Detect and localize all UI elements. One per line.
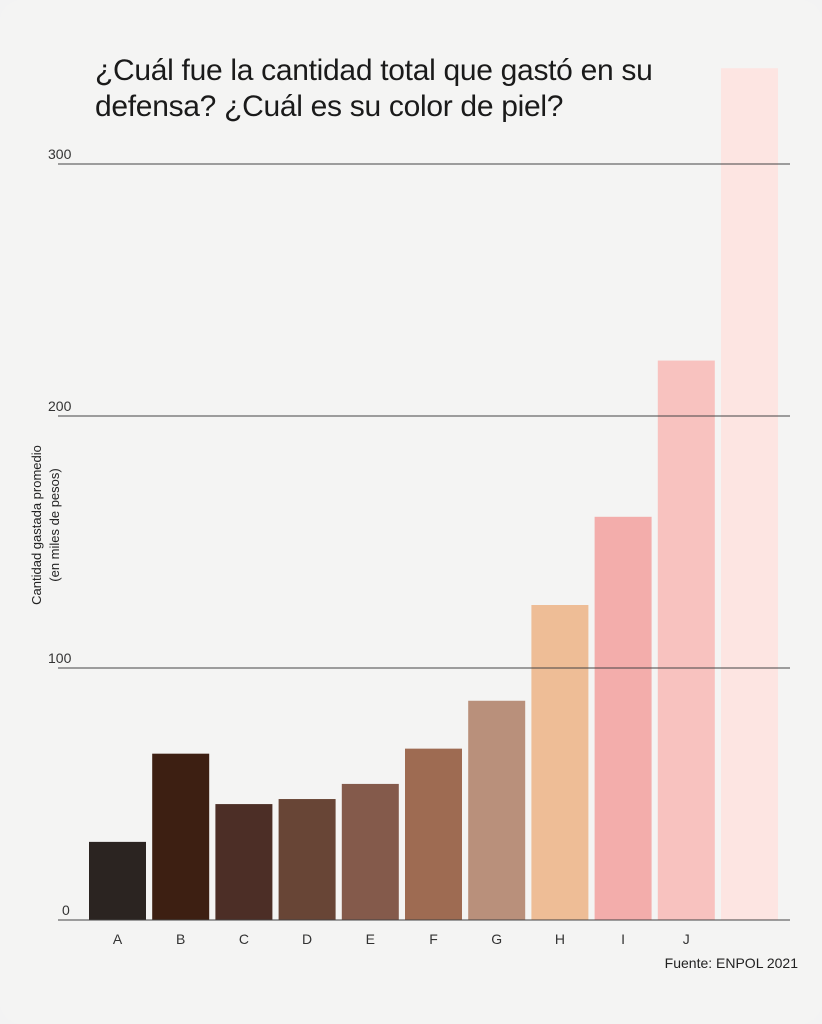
x-tick-label-D: D bbox=[302, 931, 312, 947]
bar-H bbox=[531, 605, 589, 920]
y-axis-label-line-1: Cantidad gastada promedio bbox=[29, 445, 44, 605]
y-tick-label-100: 100 bbox=[48, 650, 72, 666]
x-tick-label-J: J bbox=[683, 931, 690, 947]
source-note: Fuente: ENPOL 2021 bbox=[664, 955, 798, 971]
x-tick-label-H: H bbox=[555, 931, 565, 947]
bar-J bbox=[657, 360, 715, 920]
bar-C bbox=[215, 804, 273, 920]
y-tick-label-200: 200 bbox=[48, 398, 72, 414]
x-tick-label-I: I bbox=[621, 931, 625, 947]
y-axis-label-line-2: (en miles de pesos) bbox=[47, 468, 62, 582]
bar-D bbox=[278, 799, 336, 920]
x-tick-label-E: E bbox=[366, 931, 375, 947]
y-axis-label: Cantidad gastada promedio (en miles de p… bbox=[28, 445, 64, 605]
bar-B bbox=[152, 753, 210, 920]
x-tick-label-G: G bbox=[491, 931, 502, 947]
x-tick-label-F: F bbox=[429, 931, 438, 947]
chart-title: ¿Cuál fue la cantidad total que gastó en… bbox=[95, 54, 653, 123]
bar-I bbox=[594, 516, 652, 920]
y-tick-label-0: 0 bbox=[62, 902, 70, 918]
x-tick-label-A: A bbox=[113, 931, 123, 947]
bar-G bbox=[468, 700, 526, 920]
bar-F bbox=[405, 748, 462, 920]
bar-extra bbox=[721, 68, 778, 921]
x-tick-label-C: C bbox=[239, 931, 249, 947]
y-tick-label-300: 300 bbox=[48, 146, 72, 162]
x-tick-label-B: B bbox=[176, 931, 185, 947]
bar-A bbox=[89, 841, 146, 920]
bar-E bbox=[341, 783, 399, 920]
